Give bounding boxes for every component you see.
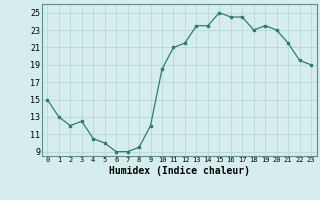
X-axis label: Humidex (Indice chaleur): Humidex (Indice chaleur) (109, 166, 250, 176)
